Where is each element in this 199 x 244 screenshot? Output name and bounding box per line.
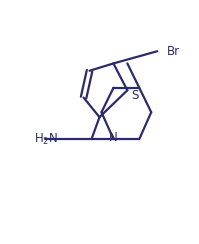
Text: N: N [109, 131, 118, 144]
Text: S: S [132, 89, 139, 102]
Text: Br: Br [167, 45, 180, 58]
Text: H$_2$N: H$_2$N [34, 132, 58, 147]
